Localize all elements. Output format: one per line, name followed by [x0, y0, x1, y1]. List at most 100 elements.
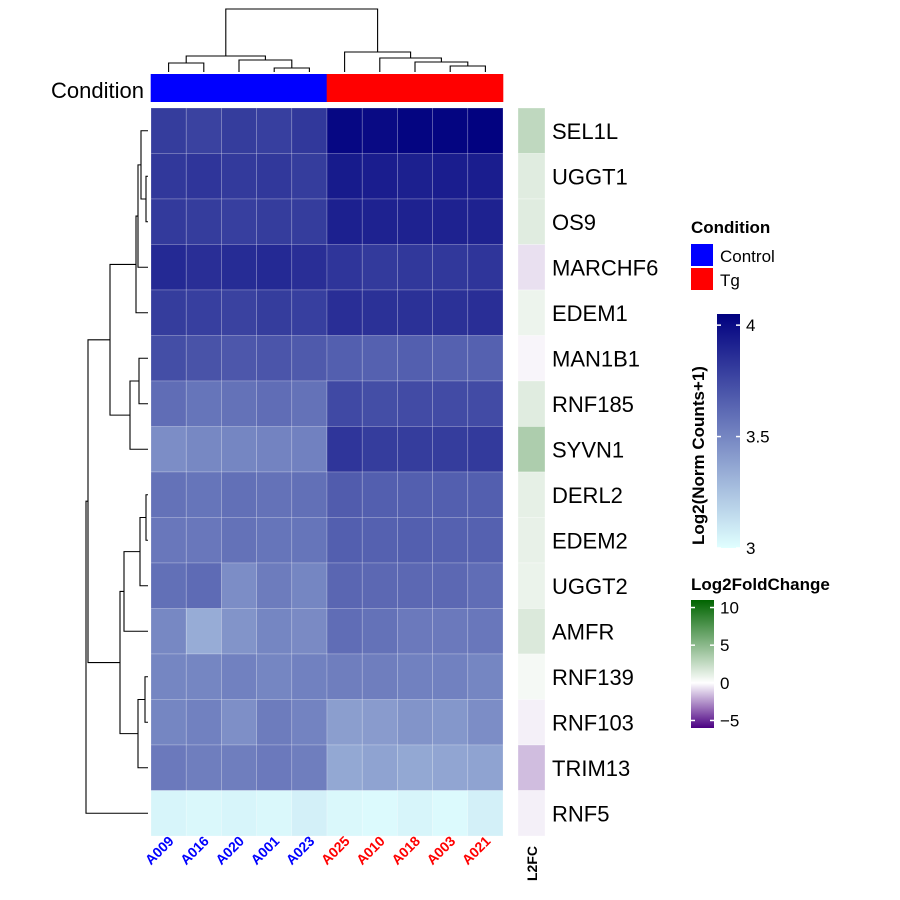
heatmap-cell — [256, 153, 293, 200]
sample-label: A020 — [212, 833, 247, 868]
heatmap-cell — [291, 426, 328, 473]
condition-cell — [326, 74, 363, 102]
heatmap-cell — [467, 198, 504, 245]
heatmap-cell — [326, 517, 363, 564]
heatmap-cell — [185, 380, 222, 427]
heatmap-cell — [291, 471, 328, 518]
heatmap-cell — [467, 335, 504, 382]
gene-label: EDEM1 — [552, 301, 628, 326]
heatmap-cell — [150, 790, 187, 837]
heatmap-cell — [256, 653, 293, 700]
heatmap-cell — [185, 653, 222, 700]
heatmap-cell — [256, 471, 293, 518]
l2fc-cell — [517, 517, 546, 564]
heatmap-cell — [361, 335, 398, 382]
heatmap-cell — [397, 426, 433, 473]
l2fc-cell — [517, 790, 546, 837]
heatmap-cell — [150, 517, 187, 564]
heatmap-cell — [397, 562, 433, 609]
column-dendrogram-link — [379, 57, 442, 72]
heatmap-cell — [397, 699, 433, 746]
l2fc-column-label: L2FC — [524, 846, 540, 881]
heatmap-cell — [291, 699, 328, 746]
heatmap-cell — [150, 289, 187, 336]
l2fc-cell — [517, 153, 546, 200]
expression-legend-title: Log2(Norm Counts+1) — [689, 366, 708, 545]
heatmap-cell — [432, 699, 469, 746]
expression-legend-tick: 4 — [746, 316, 755, 335]
heatmap-cell — [221, 198, 257, 245]
heatmap-cell — [150, 107, 187, 154]
heatmap-cell — [326, 335, 363, 382]
l2fc-cell — [517, 426, 546, 473]
heatmap-cell — [185, 790, 222, 837]
heatmap-cell — [397, 107, 433, 154]
sample-label: A025 — [318, 833, 353, 868]
heatmap-cell — [326, 289, 363, 336]
expression-legend-tick: 3.5 — [746, 428, 770, 447]
heatmap-cell — [432, 426, 469, 473]
column-dendrogram-link — [168, 62, 205, 72]
gene-label: MAN1B1 — [552, 346, 640, 371]
heatmap-cell — [397, 517, 433, 564]
heatmap-cell — [256, 790, 293, 837]
heatmap-cell — [326, 244, 363, 291]
heatmap-cell — [185, 107, 222, 154]
gene-label: AMFR — [552, 619, 614, 644]
row-dendrogram-link — [119, 590, 138, 735]
heatmap-cell — [432, 244, 469, 291]
condition-cell — [467, 74, 504, 102]
heatmap-cell — [361, 289, 398, 336]
heatmap-cell — [256, 517, 293, 564]
heatmap-cell — [467, 471, 504, 518]
condition-legend: Condition Control Tg — [691, 218, 775, 290]
heatmap-cell — [467, 562, 504, 609]
heatmap-cell — [256, 198, 293, 245]
row-dendrogram-link — [109, 263, 136, 416]
heatmap-cell — [291, 244, 328, 291]
heatmap-cell — [397, 608, 433, 655]
heatmap-cell — [291, 107, 328, 154]
heatmap-cell — [467, 426, 504, 473]
heatmap-cell — [361, 517, 398, 564]
l2fc-cell — [517, 198, 546, 245]
heatmap-cell — [185, 562, 222, 609]
heatmap-cell — [221, 471, 257, 518]
heatmap-cell — [256, 244, 293, 291]
condition-annotation-bar — [150, 74, 504, 102]
heatmap-cell — [467, 517, 504, 564]
l2fc-legend-title: Log2FoldChange — [691, 575, 830, 594]
heatmap-cell — [432, 107, 469, 154]
heatmap-cell — [185, 517, 222, 564]
heatmap-cell — [150, 335, 187, 382]
heatmap-cell — [291, 608, 328, 655]
heatmap-cell — [326, 790, 363, 837]
condition-cell — [150, 74, 187, 102]
heatmap-cell — [150, 471, 187, 518]
column-dendrogram-link — [344, 51, 412, 72]
heatmap-cell — [256, 289, 293, 336]
row-dendrogram-link — [145, 494, 148, 541]
heatmap-cell — [150, 198, 187, 245]
heatmap-cell — [361, 653, 398, 700]
expression-colorbar — [717, 314, 740, 548]
l2fc-cell — [517, 699, 546, 746]
heatmap-cell — [467, 653, 504, 700]
heatmap-cell — [326, 608, 363, 655]
condition-cell — [397, 74, 433, 102]
heatmap-cell — [185, 335, 222, 382]
sample-label: A021 — [459, 833, 494, 868]
gene-label: OS9 — [552, 210, 596, 235]
heatmap-cell — [291, 335, 328, 382]
heatmap-cell — [326, 744, 363, 791]
condition-cell — [256, 74, 293, 102]
heatmap-cell — [150, 562, 187, 609]
heatmap-cell — [150, 608, 187, 655]
heatmap-cell — [467, 289, 504, 336]
l2fc-cell — [517, 335, 546, 382]
heatmap-cell — [291, 744, 328, 791]
heatmap-cell — [221, 699, 257, 746]
heatmap-cell — [467, 380, 504, 427]
l2fc-legend-tick: 10 — [720, 599, 739, 618]
heatmap-cell — [185, 244, 222, 291]
